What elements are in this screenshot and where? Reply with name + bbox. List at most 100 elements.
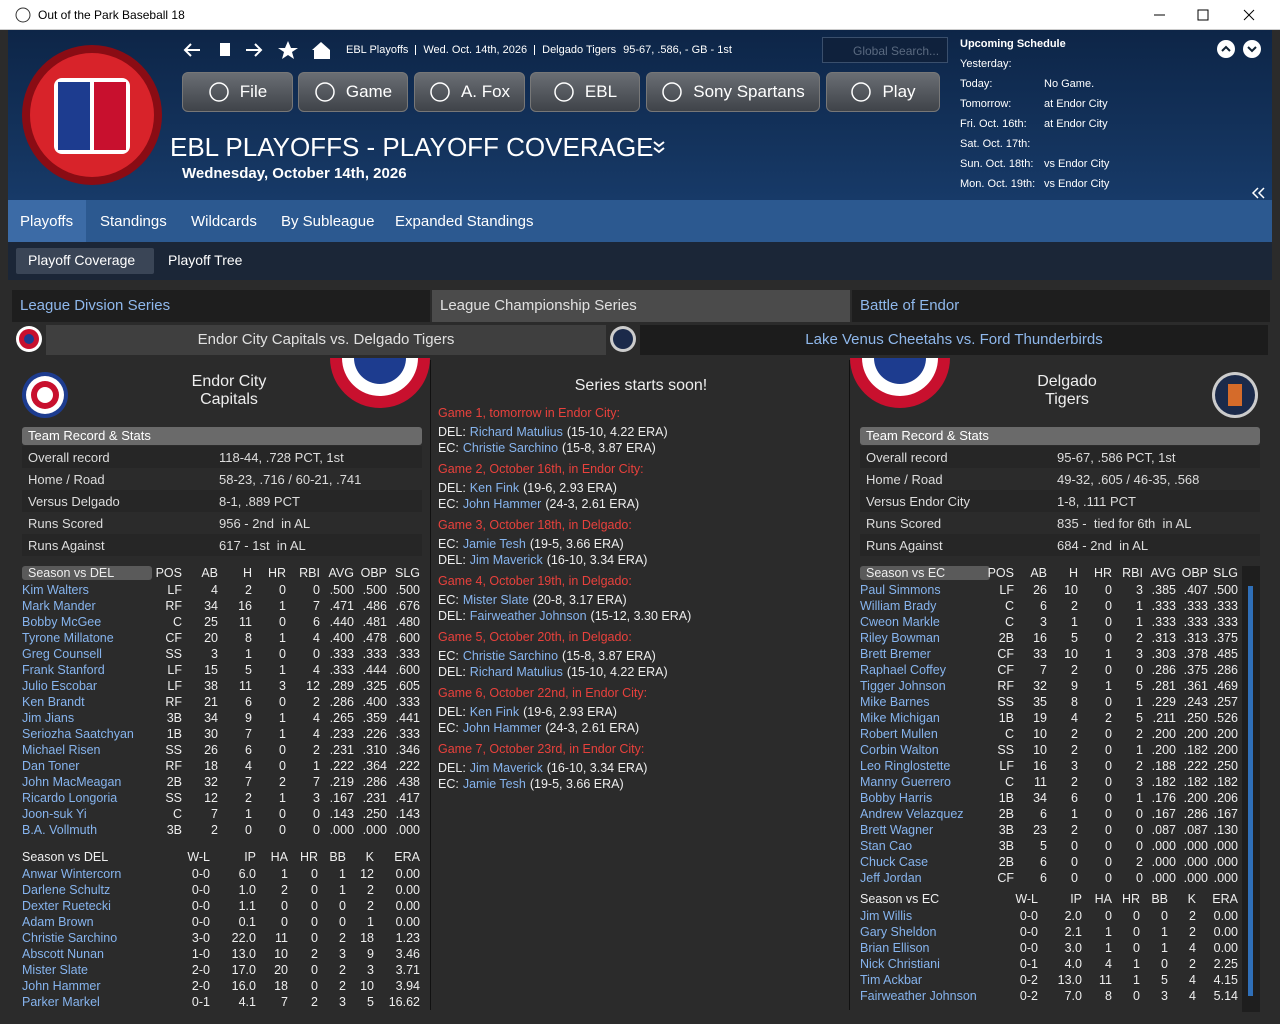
player-name[interactable]: John Hammer	[22, 979, 101, 993]
subtab[interactable]: Playoff Coverage	[28, 252, 136, 268]
player-name[interactable]: Chuck Case	[860, 855, 929, 869]
player-name[interactable]: Greg Counsell	[22, 647, 102, 661]
series-tab[interactable]	[852, 290, 1270, 322]
collapse-button[interactable]	[1250, 186, 1266, 200]
series-tab-label[interactable]: League Divsion Series	[20, 297, 171, 314]
pitcher-name[interactable]: Jamie Tesh	[462, 537, 526, 551]
pitcher-name[interactable]: Fairweather Johnson	[469, 609, 587, 623]
tab[interactable]: Wildcards	[191, 213, 257, 230]
pitcher-name[interactable]: Ken Fink	[469, 705, 520, 719]
player-name[interactable]: Dexter Ruetecki	[22, 899, 111, 913]
player-name[interactable]: Stan Cao	[860, 839, 913, 853]
nav-icons[interactable]	[180, 38, 340, 62]
series-tab-label[interactable]: Battle of Endor	[860, 297, 960, 314]
split-dropdown[interactable]: Season vs DEL	[22, 566, 152, 580]
stat-cell: LF	[999, 583, 1014, 597]
player-name[interactable]: Jim Jians	[22, 711, 75, 725]
pitcher-name[interactable]: Richard Matulius	[469, 665, 563, 679]
player-name[interactable]: Corbin Walton	[860, 743, 939, 757]
player-name[interactable]: Paul Simmons	[860, 583, 941, 597]
title-dropdown[interactable]	[652, 140, 666, 154]
series-tab[interactable]	[12, 290, 430, 322]
tab[interactable]: By Subleague	[281, 213, 375, 230]
split-dropdown[interactable]: Season vs EC	[860, 566, 990, 580]
player-name[interactable]: Mike Barnes	[860, 695, 930, 709]
player-name[interactable]: Andrew Velazquez	[860, 807, 964, 821]
player-name[interactable]: Kim Walters	[22, 583, 89, 597]
pitcher-name[interactable]: Jim Maverick	[469, 553, 543, 567]
player-name[interactable]: Tim Ackbar	[860, 973, 923, 987]
player-name[interactable]: Parker Markel	[22, 995, 100, 1009]
player-name[interactable]: John MacMeagan	[22, 775, 122, 789]
pitcher-name[interactable]: Christie Sarchino	[462, 441, 559, 455]
pitcher-name[interactable]: John Hammer	[462, 721, 542, 735]
tab[interactable]: Playoffs	[20, 213, 74, 230]
player-name[interactable]: William Brady	[860, 599, 937, 613]
player-name[interactable]: Frank Stanford	[22, 663, 105, 677]
player-name[interactable]: Michael Risen	[22, 743, 101, 757]
series-tab[interactable]	[432, 290, 850, 322]
subtab[interactable]: Playoff Tree	[168, 252, 243, 268]
player-name[interactable]: Anwar Wintercorn	[22, 867, 122, 881]
player-name[interactable]: Dan Toner	[22, 759, 80, 773]
menu-button[interactable]: Game	[298, 72, 408, 112]
tab[interactable]: Standings	[100, 213, 167, 230]
player-name[interactable]: Fairweather Johnson	[860, 989, 977, 1003]
player-name[interactable]: Brian Ellison	[860, 941, 930, 955]
player-name[interactable]: Cweon Markle	[860, 615, 940, 629]
pitcher-name[interactable]: Ken Fink	[469, 481, 520, 495]
pitcher-name[interactable]: John Hammer	[462, 497, 542, 511]
player-name[interactable]: Mike Michigan	[860, 711, 940, 725]
player-name[interactable]: Tigger Johnson	[860, 679, 946, 693]
section-header[interactable]: Team Record & Stats	[22, 427, 422, 445]
player-name[interactable]: Darlene Schultz	[22, 883, 111, 897]
player-name[interactable]: Manny Guerrero	[860, 775, 952, 789]
player-name[interactable]: Abscott Nunan	[22, 947, 104, 961]
schedule-arrows[interactable]	[1214, 38, 1266, 60]
menu-button[interactable]: File	[182, 72, 293, 112]
search-box[interactable]: Global Search...	[822, 37, 948, 63]
window-controls[interactable]	[1150, 6, 1270, 24]
player-name[interactable]: Jeff Jordan	[860, 871, 922, 885]
player-name[interactable]: Raphael Coffey	[860, 663, 946, 677]
player-name[interactable]: Mister Slate	[22, 963, 88, 977]
pitcher-name[interactable]: Mister Slate	[462, 593, 529, 607]
player-name[interactable]: Ricardo Longoria	[22, 791, 118, 805]
league-logo[interactable]	[20, 42, 166, 188]
pitcher-name[interactable]: Jamie Tesh	[462, 777, 526, 791]
tab[interactable]: Expanded Standings	[395, 213, 534, 230]
menu-button[interactable]: EBL	[530, 72, 640, 112]
pitcher-name[interactable]: Richard Matulius	[469, 425, 563, 439]
player-name[interactable]: Gary Sheldon	[860, 925, 937, 939]
player-name[interactable]: Ken Brandt	[22, 695, 85, 709]
player-name[interactable]: Adam Brown	[22, 915, 94, 929]
menu-button[interactable]: Play	[826, 72, 940, 112]
section-header[interactable]: Team Record & Stats	[860, 427, 1260, 445]
player-name[interactable]: Julio Escobar	[22, 679, 98, 693]
player-name[interactable]: Robert Mullen	[860, 727, 938, 741]
stat-cell: 7	[1040, 663, 1047, 677]
breadcrumb-item[interactable]: EBL Playoffs	[346, 44, 409, 56]
player-name[interactable]: Leo Ringlostette	[860, 759, 951, 773]
menu-button[interactable]: A. Fox	[414, 72, 525, 112]
player-name[interactable]: B.A. Vollmuth	[22, 823, 98, 837]
player-name[interactable]: Brett Bremer	[860, 647, 931, 661]
player-name[interactable]: Brett Wagner	[860, 823, 934, 837]
series-tab-label[interactable]: League Championship Series	[440, 297, 637, 314]
player-name[interactable]: Bobby Harris	[860, 791, 933, 805]
matchup[interactable]: Lake Venus Cheetahs vs. Ford Thunderbird…	[640, 325, 1268, 355]
matchup[interactable]: Endor City Capitals vs. Delgado Tigers	[46, 325, 606, 355]
player-name[interactable]: Christie Sarchino	[22, 931, 118, 945]
player-name[interactable]: Mark Mander	[22, 599, 96, 613]
player-name[interactable]: Bobby McGee	[22, 615, 102, 629]
player-name[interactable]: Joon-suk Yi	[22, 807, 87, 821]
player-name[interactable]: Riley Bowman	[860, 631, 940, 645]
player-name[interactable]: Jim Willis	[860, 909, 913, 923]
player-name[interactable]: Tyrone Millatone	[22, 631, 114, 645]
pitcher-name[interactable]: Jim Maverick	[469, 761, 543, 775]
pitcher-name[interactable]: Christie Sarchino	[462, 649, 559, 663]
scrollbar[interactable]	[1242, 566, 1260, 1012]
player-name[interactable]: Seriozha Saatchyan	[22, 727, 134, 741]
menu-button[interactable]: Sony Spartans	[646, 72, 820, 112]
player-name[interactable]: Nick Christiani	[860, 957, 940, 971]
